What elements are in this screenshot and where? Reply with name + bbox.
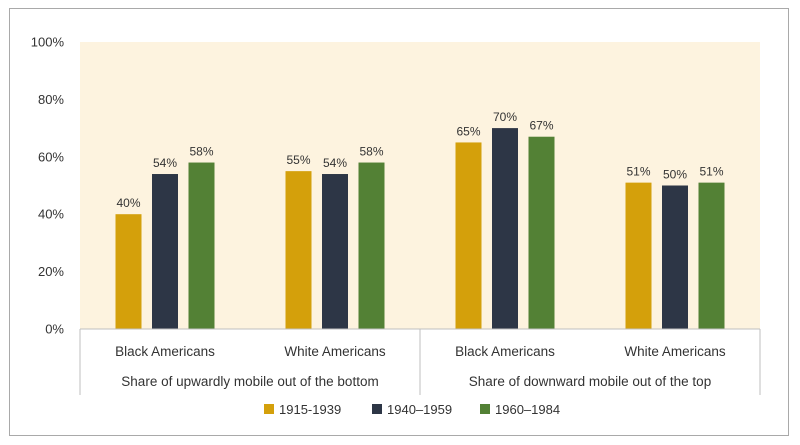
y-tick-label: 40% [38, 207, 64, 222]
data-label: 67% [529, 119, 553, 133]
legend-label: 1915-1939 [279, 402, 341, 417]
legend-swatch [264, 404, 274, 414]
bar [188, 162, 215, 329]
data-label: 65% [456, 124, 480, 138]
data-label: 58% [189, 145, 213, 159]
legend-swatch [372, 404, 382, 414]
group-label: Share of upwardly mobile out of the bott… [121, 374, 378, 389]
data-label: 54% [323, 156, 347, 170]
data-label: 58% [359, 145, 383, 159]
bar [285, 171, 312, 329]
y-tick-label: 100% [31, 35, 65, 50]
data-label: 51% [626, 165, 650, 179]
category-label: Black Americans [455, 344, 555, 359]
y-tick-label: 20% [38, 264, 64, 279]
group-label: Share of downward mobile out of the top [469, 374, 711, 389]
category-label: Black Americans [115, 344, 215, 359]
data-label: 51% [699, 165, 723, 179]
bar [492, 128, 518, 329]
y-tick-label: 80% [38, 92, 64, 107]
data-label: 40% [116, 196, 140, 210]
category-label: White Americans [624, 344, 726, 359]
data-label: 50% [663, 168, 687, 182]
bar [528, 136, 555, 329]
data-label: 55% [286, 153, 310, 167]
bar [152, 174, 178, 329]
y-tick-label: 60% [38, 149, 64, 164]
plot-area [80, 42, 760, 329]
legend-label: 1960–1984 [495, 402, 560, 417]
bar [625, 182, 652, 329]
y-tick-label: 0% [45, 322, 64, 337]
bar [115, 214, 142, 329]
data-label: 54% [153, 156, 177, 170]
bar [358, 162, 385, 329]
bar [322, 174, 348, 329]
data-label: 70% [493, 110, 517, 124]
category-label: White Americans [284, 344, 386, 359]
legend-label: 1940–1959 [387, 402, 452, 417]
bar [662, 185, 688, 329]
bar [698, 182, 725, 329]
legend-swatch [480, 404, 490, 414]
bar [455, 142, 482, 329]
